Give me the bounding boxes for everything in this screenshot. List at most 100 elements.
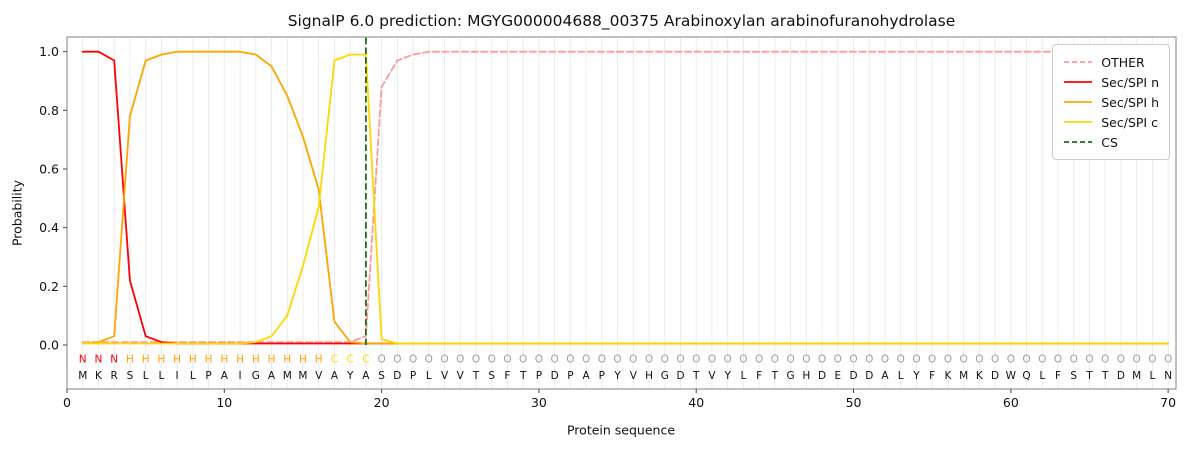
region-letter: O: [865, 354, 873, 366]
x-tick-label: 60: [1003, 395, 1019, 410]
x-axis-label: Protein sequence: [566, 422, 676, 438]
legend-item-sec-spi-n: Sec/SPI n: [1063, 72, 1159, 92]
residue-letter: V: [708, 370, 716, 382]
residue-letter: D: [865, 370, 873, 382]
region-letter: O: [1117, 354, 1125, 366]
region-letter: O: [1085, 354, 1093, 366]
residue-letter: P: [205, 370, 211, 382]
legend-line-icon: [1064, 81, 1093, 83]
region-letter: O: [912, 354, 920, 366]
region-letter: O: [1164, 354, 1172, 366]
region-letter: O: [786, 354, 794, 366]
residue-letter: P: [567, 370, 573, 382]
curve-sec-spi-h: [81, 50, 1169, 345]
region-letter: O: [535, 354, 543, 366]
residue-letter: D: [393, 370, 401, 382]
region-letter: N: [79, 354, 87, 366]
residue-letter: M: [78, 370, 87, 382]
region-letter: O: [1054, 354, 1062, 366]
residue-letter: D: [1117, 370, 1125, 382]
region-letter: O: [1148, 354, 1156, 366]
region-letter: O: [582, 354, 590, 366]
region-letter: H: [299, 354, 307, 366]
legend: OTHER Sec/SPI n Sec/SPI h Sec/SPI c CS: [1052, 44, 1170, 160]
residue-letter: S: [127, 370, 134, 382]
region-letter: H: [126, 354, 134, 366]
residue-letter: G: [661, 370, 669, 382]
region-letter: H: [252, 354, 260, 366]
region-letter: O: [1101, 354, 1109, 366]
residue-letter: M: [283, 370, 292, 382]
region-letter: O: [771, 354, 779, 366]
region-letter: O: [1038, 354, 1046, 366]
region-letter: O: [834, 354, 842, 366]
x-tick-label: 40: [688, 395, 704, 410]
region-letter: O: [975, 354, 983, 366]
region-letter: H: [315, 354, 323, 366]
residue-letter: L: [190, 370, 196, 382]
region-letter: O: [692, 354, 700, 366]
legend-item-sec-spi-h: Sec/SPI h: [1063, 92, 1159, 112]
region-letter: O: [849, 354, 857, 366]
residue-letter: A: [268, 370, 276, 382]
region-letter: O: [1133, 354, 1141, 366]
residue-letter: K: [976, 370, 984, 382]
region-letter: O: [425, 354, 433, 366]
residue-letter: V: [630, 370, 638, 382]
legend-line-icon: [1064, 141, 1093, 143]
residue-letter: T: [692, 370, 700, 382]
region-letter: O: [818, 354, 826, 366]
residue-letter: G: [787, 370, 795, 382]
region-letter: O: [440, 354, 448, 366]
legend-label: CS: [1101, 134, 1118, 150]
residue-letter: K: [95, 370, 103, 382]
residue-letter: A: [362, 370, 370, 382]
legend-label: Sec/SPI c: [1101, 114, 1158, 130]
residue-letter: R: [111, 370, 118, 382]
legend-item-sec-spi-c: Sec/SPI c: [1063, 112, 1159, 132]
region-letter: O: [676, 354, 684, 366]
region-letter: O: [503, 354, 511, 366]
residue-letter: M: [1132, 370, 1141, 382]
residue-letter: N: [1164, 370, 1172, 382]
residue-letter: P: [410, 370, 416, 382]
region-letter: O: [960, 354, 968, 366]
residue-letter: T: [771, 370, 779, 382]
residue-letter: A: [881, 370, 889, 382]
region-letter: O: [409, 354, 417, 366]
region-letter: O: [881, 354, 889, 366]
residue-letter: A: [221, 370, 229, 382]
legend-line-icon: [1064, 121, 1093, 123]
region-letter: H: [220, 354, 228, 366]
legend-label: Sec/SPI h: [1101, 94, 1159, 110]
legend-line-icon: [1064, 61, 1093, 63]
residue-letter: T: [472, 370, 480, 382]
region-letter: O: [566, 354, 574, 366]
residue-letter: F: [1055, 370, 1061, 382]
region-letter: H: [157, 354, 165, 366]
residue-letter: S: [488, 370, 495, 382]
residue-letter: Q: [1022, 370, 1030, 382]
region-letter: H: [268, 354, 276, 366]
residue-letter: F: [929, 370, 935, 382]
region-letter: H: [205, 354, 213, 366]
y-tick-label: 0.8: [39, 103, 59, 118]
residue-letter: F: [504, 370, 510, 382]
y-tick-label: 0.6: [39, 162, 59, 177]
curve-sec-spi-n: [81, 50, 1169, 345]
plot-frame: [66, 36, 1177, 390]
region-letter: O: [802, 354, 810, 366]
residue-letter: H: [645, 370, 653, 382]
residue-letter: M: [298, 370, 307, 382]
residue-letter: I: [176, 370, 179, 382]
residue-letter: D: [551, 370, 559, 382]
region-letter: N: [110, 354, 118, 366]
residue-letter: D: [849, 370, 857, 382]
region-letter: O: [1022, 354, 1030, 366]
legend-item-other: OTHER: [1063, 52, 1159, 72]
y-tick-label: 0.0: [39, 338, 59, 353]
region-letter: O: [708, 354, 716, 366]
region-letter: O: [598, 354, 606, 366]
residue-letter: P: [536, 370, 542, 382]
